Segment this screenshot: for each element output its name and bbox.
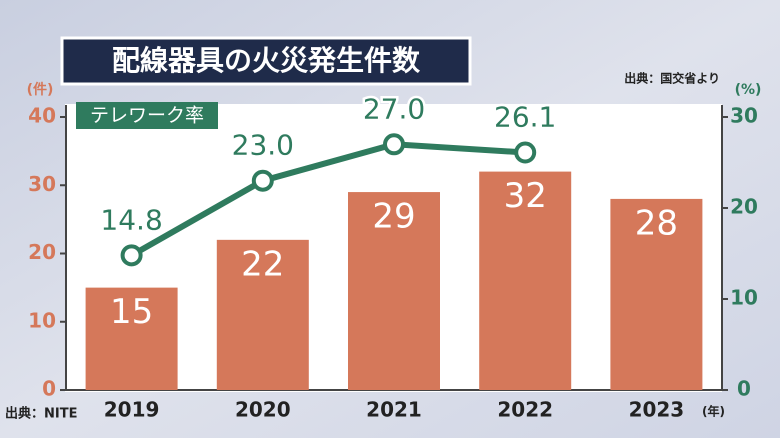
y2-tick-label: 0 [737, 377, 751, 401]
y-tick-label: 40 [28, 104, 56, 128]
line-value-label: 26.1 [494, 100, 556, 133]
bar-value-label: 28 [635, 203, 678, 243]
x-axis-unit: (年) [702, 404, 725, 419]
y-tick-label: 0 [42, 377, 56, 401]
y-tick-label: 30 [28, 172, 56, 196]
y2-tick-label: 10 [730, 286, 758, 310]
bar [610, 198, 703, 390]
y-tick-label: 20 [28, 240, 56, 264]
legend-box [76, 102, 218, 129]
x-tick-label: 2023 [629, 398, 685, 422]
y2-tick-label: 30 [730, 104, 758, 128]
bar-value-label: 29 [372, 197, 415, 237]
line-marker [251, 169, 274, 192]
legend-label: テレワーク率 [90, 105, 204, 127]
line-value-label: 23.0 [232, 129, 294, 162]
line-value-label: 27.0 [363, 92, 425, 125]
bar [479, 171, 572, 390]
y2-tick-label: 20 [730, 195, 758, 219]
chart-title: 配線器具の火災発生件数 [112, 44, 421, 77]
x-tick-label: 2021 [366, 398, 422, 422]
x-tick-label: 2022 [497, 398, 553, 422]
bar-value-label: 22 [241, 244, 284, 284]
source: 出典：NITE [5, 406, 77, 422]
credit: 出典：国交省より [624, 71, 720, 86]
line-value-label: 14.8 [100, 203, 162, 236]
bar [348, 192, 440, 390]
bar [85, 287, 178, 390]
line [130, 141, 526, 258]
y-axis-unit: (件) [27, 81, 54, 98]
x-tick-label: 2019 [104, 398, 160, 422]
bar-value-label: 15 [110, 292, 153, 332]
x-tick-label: 2020 [235, 398, 291, 422]
title-box [60, 36, 472, 86]
y2-axis-unit: (%) [735, 82, 762, 98]
y-tick-label: 10 [28, 308, 56, 332]
line-marker [120, 244, 143, 267]
line-marker [514, 141, 537, 164]
line-marker [383, 133, 405, 156]
bar-value-label: 32 [504, 176, 547, 216]
bar [216, 239, 309, 390]
